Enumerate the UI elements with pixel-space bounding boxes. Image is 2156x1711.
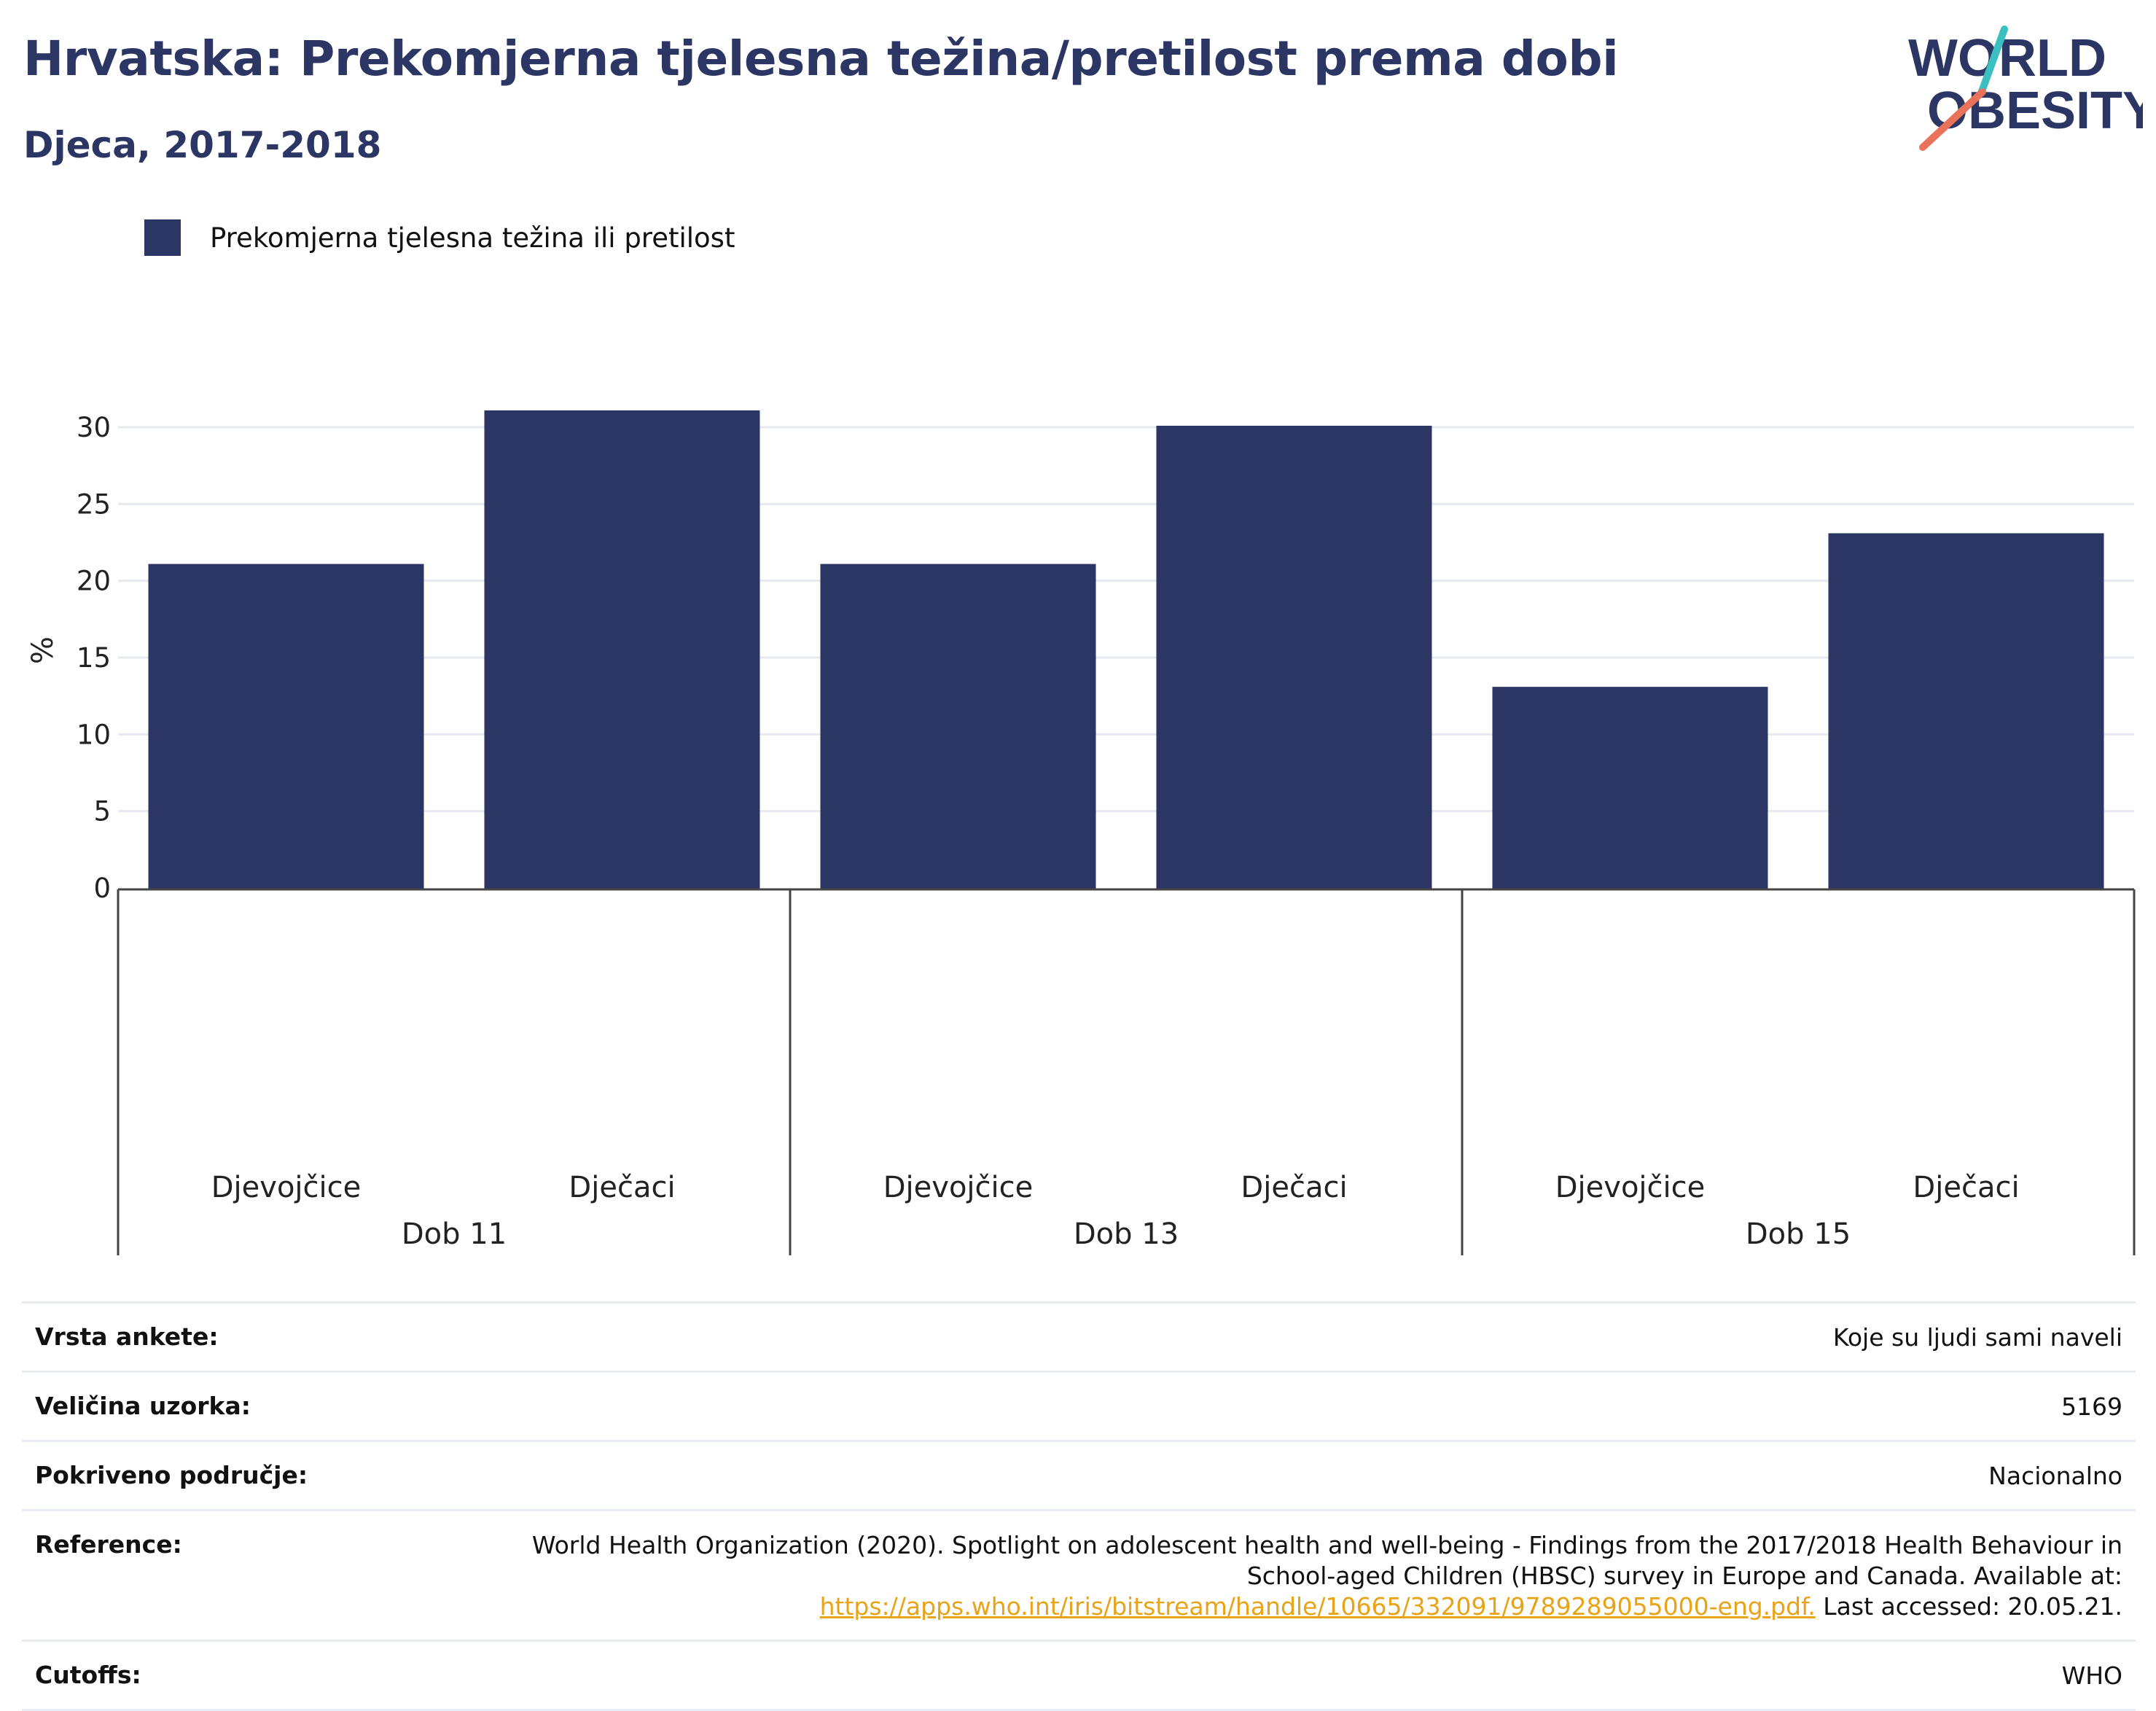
world-obesity-logo: WORLD OBESITY bbox=[1895, 22, 2156, 153]
x-tick-label: Dječaci bbox=[569, 1171, 675, 1204]
y-tick-label: 10 bbox=[77, 719, 111, 750]
y-tick-label: 20 bbox=[77, 566, 111, 597]
group-label: Dob 15 bbox=[1746, 1217, 1851, 1251]
x-tick-label: Dječaci bbox=[1241, 1171, 1347, 1204]
y-axis-label: % bbox=[26, 636, 60, 664]
info-row-sample-size: Veličina uzorka: 5169 bbox=[22, 1371, 2136, 1440]
info-key: Vrsta ankete: bbox=[35, 1322, 219, 1351]
bar-chart: 0 5 10 15 20 25 30% Djevojčice Dječaci Djevojčice… bbox=[26, 410, 2136, 1255]
y-tick-label: 5 bbox=[93, 796, 111, 827]
chart-title: Hrvatska: Prekomjerna tjelesna težina/pr… bbox=[23, 31, 1619, 87]
legend-label: Prekomjerna tjelesna težina ili pretilos… bbox=[210, 222, 735, 254]
info-key: Reference: bbox=[35, 1530, 182, 1559]
info-row-reference: Reference: World Health Organization (20… bbox=[22, 1509, 2136, 1640]
bar bbox=[484, 410, 760, 889]
reference-link[interactable]: https://apps.who.int/iris/bitstream/hand… bbox=[819, 1592, 1816, 1621]
logo-line-1: WORLD bbox=[1908, 29, 2106, 87]
info-value: WHO bbox=[2061, 1661, 2122, 1690]
info-row-cutoffs: Cutoffs: WHO bbox=[22, 1640, 2136, 1711]
logo-slash-teal bbox=[1977, 26, 2008, 97]
info-value-reference: World Health Organization (2020). Spotli… bbox=[483, 1530, 2122, 1622]
info-row-coverage: Pokriveno područje: Nacionalno bbox=[22, 1440, 2136, 1509]
info-value: Nacionalno bbox=[1988, 1462, 2122, 1490]
y-tick-label: 0 bbox=[93, 873, 111, 904]
info-key: Pokriveno područje: bbox=[35, 1461, 308, 1489]
info-value: Koje su ljudi sami naveli bbox=[1832, 1323, 2122, 1352]
y-tick-label: 15 bbox=[77, 642, 111, 674]
info-row-survey-type: Vrsta ankete: Koje su ljudi sami naveli bbox=[22, 1301, 2136, 1371]
bar bbox=[1828, 533, 2104, 889]
bar bbox=[1156, 426, 1432, 889]
legend[interactable]: Prekomjerna tjelesna težina ili pretilos… bbox=[144, 219, 735, 257]
info-key: Veličina uzorka: bbox=[35, 1392, 251, 1420]
legend-swatch bbox=[144, 219, 181, 256]
info-key: Cutoffs: bbox=[35, 1661, 141, 1689]
x-tick-label: Djevojčice bbox=[211, 1171, 362, 1204]
chart-subtitle: Djeca, 2017-2018 bbox=[23, 124, 382, 166]
reference-text: World Health Organization (2020). Spotli… bbox=[531, 1531, 2122, 1590]
group-label: Dob 11 bbox=[402, 1217, 507, 1251]
y-tick-label: 30 bbox=[77, 412, 111, 443]
bar bbox=[820, 564, 1096, 889]
y-tick-label: 25 bbox=[77, 488, 111, 520]
bar bbox=[1492, 687, 1768, 889]
x-tick-label: Djevojčice bbox=[1555, 1171, 1706, 1204]
reference-suffix: Last accessed: 20.05.21. bbox=[1815, 1592, 2122, 1621]
bar bbox=[148, 564, 424, 889]
x-tick-label: Djevojčice bbox=[883, 1171, 1034, 1204]
info-table: Vrsta ankete: Koje su ljudi sami naveli … bbox=[22, 1301, 2136, 1711]
group-label: Dob 13 bbox=[1074, 1217, 1179, 1251]
logo-slash-coral bbox=[1919, 88, 1986, 151]
info-value: 5169 bbox=[2061, 1392, 2122, 1421]
x-tick-label: Dječaci bbox=[1913, 1171, 2019, 1204]
